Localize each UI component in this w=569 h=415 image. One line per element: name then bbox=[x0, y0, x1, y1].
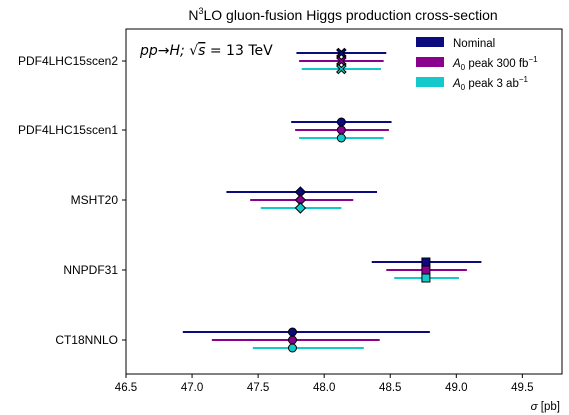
category-label: NNPDF31 bbox=[63, 263, 118, 277]
x-tick-label: 49.0 bbox=[445, 382, 467, 394]
annotation-energy: = 13 TeV bbox=[205, 43, 273, 59]
legend-label-300fb: A0 peak 300 fb−1 bbox=[452, 55, 538, 72]
legend-3ab-mid: peak 3 ab bbox=[465, 78, 519, 90]
title-suffix: LO gluon-fusion Higgs production cross-s… bbox=[203, 7, 497, 23]
legend-label-3ab: A0 peak 3 ab−1 bbox=[452, 75, 529, 92]
data-point bbox=[287, 343, 297, 353]
data-point bbox=[287, 327, 297, 337]
data-point bbox=[421, 273, 431, 283]
legend-3ab-prefix: A bbox=[452, 78, 461, 90]
x-axis-unit: [pb] bbox=[538, 401, 560, 413]
data-point bbox=[336, 125, 346, 135]
annotation: pp→H; √s = 13 TeV bbox=[139, 43, 273, 59]
legend-swatch-nominal bbox=[416, 37, 444, 47]
x-axis-label: σ [pb] bbox=[531, 401, 560, 413]
legend-swatch-300fb bbox=[416, 57, 444, 67]
annotation-s: s bbox=[198, 43, 205, 59]
title-prefix: N bbox=[188, 7, 198, 23]
category-label: CT18NNLO bbox=[55, 333, 118, 347]
x-tick-label: 46.5 bbox=[115, 382, 137, 394]
data-point bbox=[421, 265, 431, 275]
legend-300fb-prefix: A bbox=[452, 58, 461, 70]
data-point bbox=[336, 117, 346, 127]
data-point bbox=[336, 63, 347, 75]
x-axis-ticks: 46.5 47.0 47.5 48.0 48.5 49.0 49.5 bbox=[115, 374, 534, 394]
category-label: PDF4LHC15scen2 bbox=[18, 54, 118, 68]
x-tick-label: 48.5 bbox=[379, 382, 401, 394]
data-point bbox=[294, 202, 307, 214]
annotation-sqrt: √ bbox=[189, 43, 198, 59]
legend-300fb-mid: peak 300 fb bbox=[465, 58, 528, 70]
category-label: PDF4LHC15scen1 bbox=[18, 123, 118, 137]
data-point bbox=[421, 257, 431, 267]
category-label: MSHT20 bbox=[71, 193, 119, 207]
x-tick-label: 47.5 bbox=[247, 382, 269, 394]
x-tick-label: 48.0 bbox=[313, 382, 335, 394]
category-labels: PDF4LHC15scen2 PDF4LHC15scen1 MSHT20 NNPDF3… bbox=[18, 54, 126, 347]
title-superscript: 3 bbox=[198, 6, 203, 16]
x-tick-label: 49.5 bbox=[511, 382, 533, 394]
data-point bbox=[287, 335, 297, 345]
legend-3ab-sup: −1 bbox=[519, 75, 529, 84]
legend-swatch-3ab bbox=[416, 77, 444, 87]
plot-area bbox=[125, 28, 563, 375]
annotation-process: pp→H; bbox=[139, 43, 189, 59]
legend-label-nominal: Nominal bbox=[453, 38, 495, 50]
legend-300fb-sup: −1 bbox=[528, 55, 538, 64]
x-axis-symbol: σ bbox=[531, 401, 539, 413]
x-tick-label: 47.0 bbox=[181, 382, 203, 394]
chart-title: N3LO gluon-fusion Higgs production cross… bbox=[188, 6, 497, 23]
legend: Nominal A0 peak 300 fb−1 A0 peak 3 ab−1 bbox=[416, 37, 538, 92]
data-point bbox=[336, 133, 346, 143]
markers bbox=[287, 47, 431, 353]
legend-3ab-sub: 0 bbox=[461, 83, 466, 92]
legend-300fb-sub: 0 bbox=[461, 63, 466, 72]
